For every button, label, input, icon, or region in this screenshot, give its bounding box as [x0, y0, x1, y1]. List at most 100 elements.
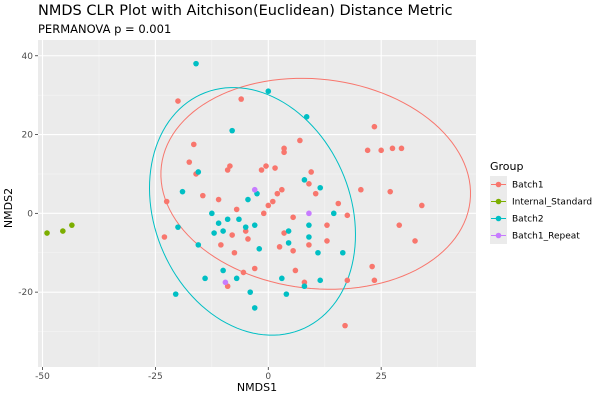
point-batch2	[245, 196, 251, 203]
point-batch1	[364, 147, 371, 154]
point-batch2	[172, 291, 179, 297]
point-batch2	[256, 246, 263, 252]
point-batch1	[301, 279, 308, 286]
point-batch2	[251, 305, 258, 311]
point-batch1	[281, 145, 287, 152]
point-batch2	[215, 220, 222, 226]
point-batch1	[344, 277, 351, 284]
point-batch2	[195, 169, 202, 175]
point-batch1	[200, 192, 206, 199]
point-batch2	[301, 177, 308, 183]
point-batch2	[229, 127, 235, 134]
y-tick-label: 0	[27, 209, 33, 219]
point-batch1	[245, 236, 251, 242]
legend-label-internal-standard: Internal_Standard	[512, 198, 592, 208]
point-batch1	[306, 242, 312, 248]
point-batch1-repeat	[222, 279, 229, 286]
point-batch1	[342, 322, 348, 329]
point-batch1	[292, 267, 299, 274]
legend-label-batch1: Batch1	[512, 181, 544, 191]
panel-background	[38, 40, 476, 367]
y-tick-label: 40	[22, 52, 34, 62]
point-batch1	[233, 206, 240, 213]
confidence-ellipses	[148, 77, 471, 336]
point-batch2	[306, 222, 312, 228]
point-internal-standard	[44, 230, 50, 236]
point-batch1	[297, 137, 303, 144]
point-batch1-repeat	[306, 210, 312, 217]
x-tick-label: -25	[148, 372, 163, 382]
legend: Group Batch1 Internal_Standard Batch2 Batch…	[490, 160, 592, 244]
point-batch1	[272, 165, 278, 171]
chart-title: NMDS CLR Plot with Aitchison(Euclidean) …	[38, 3, 453, 19]
point-batch2	[330, 210, 337, 217]
legend-key-point	[495, 198, 502, 205]
ellipse-batch1	[160, 77, 471, 290]
point-batch1	[371, 277, 378, 284]
point-batch2	[179, 188, 186, 195]
point-batch2	[211, 230, 217, 236]
point-batch1	[186, 159, 193, 165]
point-batch1	[238, 96, 244, 102]
legend-title: Group	[490, 160, 524, 173]
point-batch1	[396, 222, 403, 228]
point-batch1	[312, 190, 319, 197]
point-batch2	[202, 275, 208, 282]
point-batch1	[161, 234, 168, 240]
point-batch1	[419, 202, 425, 209]
point-batch2	[236, 216, 242, 223]
point-batch1	[290, 214, 296, 221]
point-batch1	[263, 163, 269, 169]
y-axis-label: NMDS2	[2, 188, 15, 228]
point-batch2	[339, 249, 346, 256]
point-batch1-repeat	[251, 186, 258, 193]
point-batch1	[281, 149, 287, 156]
point-batch1	[389, 145, 396, 152]
axes: -50 -25 0 25 -20 0 20 40	[18, 52, 387, 382]
point-batch1	[281, 230, 287, 236]
point-batch2	[251, 222, 258, 228]
point-batch1	[251, 265, 258, 272]
point-batch1	[387, 188, 394, 195]
point-batch1	[308, 169, 314, 175]
point-batch2	[265, 88, 272, 95]
point-batch2	[283, 291, 290, 297]
point-batch1	[290, 247, 296, 254]
point-batch2	[317, 184, 324, 191]
y-tick-label: -20	[18, 288, 33, 298]
point-batch2	[301, 283, 308, 290]
point-batch1	[163, 198, 170, 205]
point-batch1	[215, 196, 222, 203]
point-batch1	[378, 147, 384, 154]
point-batch1	[371, 123, 378, 130]
point-batch1	[265, 202, 272, 209]
point-batch2	[279, 275, 285, 282]
point-internal-standard	[69, 222, 75, 228]
legend-label-batch1-repeat: Batch1_Repeat	[512, 232, 580, 242]
data-points	[44, 60, 425, 329]
point-batch2	[306, 234, 312, 240]
point-batch1	[242, 228, 249, 234]
x-tick-label: 25	[375, 372, 386, 382]
point-batch1	[260, 210, 267, 217]
point-batch1	[190, 141, 197, 148]
point-batch1	[270, 198, 276, 205]
legend-key-point	[495, 232, 502, 239]
point-batch1	[324, 222, 330, 228]
point-batch1	[306, 181, 312, 187]
legend-key-point	[495, 181, 502, 188]
point-batch1	[344, 212, 351, 219]
x-tick-label: -50	[35, 372, 50, 382]
point-batch1	[398, 145, 405, 152]
point-batch1	[324, 238, 330, 244]
point-batch2	[303, 114, 310, 120]
point-batch1	[369, 263, 375, 270]
ellipse-batch2	[148, 87, 356, 336]
point-batch1	[231, 249, 238, 256]
point-batch1	[335, 200, 342, 207]
point-batch2	[247, 289, 254, 295]
y-tick-label: 20	[22, 131, 34, 141]
point-batch2	[285, 240, 292, 246]
point-batch1	[175, 98, 181, 104]
point-batch2	[233, 275, 240, 282]
